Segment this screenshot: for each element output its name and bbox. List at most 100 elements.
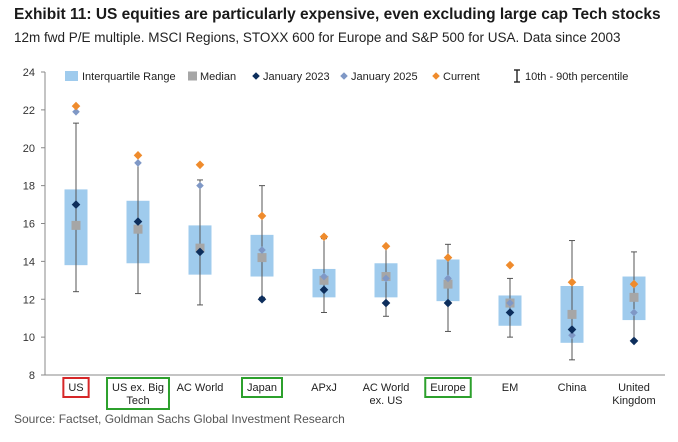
x-category-label-line: AC World <box>363 382 410 394</box>
legend-label: January 2023 <box>263 71 330 83</box>
median-marker <box>443 279 453 289</box>
jan2023-marker <box>567 325 577 334</box>
y-tick-label: 16 <box>23 219 35 231</box>
legend-swatch-jan2025 <box>340 72 348 80</box>
legend-item: January 2023 <box>252 71 330 83</box>
x-category-label-line: APxJ <box>311 382 337 394</box>
current-marker <box>505 260 515 270</box>
legend-label: 10th - 90th percentile <box>525 71 628 83</box>
category-group <box>374 241 398 317</box>
x-category-label-line: Tech <box>126 395 149 407</box>
x-label-highlight-box <box>62 377 90 398</box>
jan2023-marker <box>443 298 453 308</box>
y-tick-label: 24 <box>23 67 35 79</box>
median-marker <box>133 224 143 234</box>
jan2025-marker <box>506 299 514 307</box>
category-group <box>498 260 522 338</box>
x-category-label-line: US ex. Big <box>112 382 164 394</box>
x-category-label-line: Europe <box>430 382 465 394</box>
jan2023-marker <box>195 247 205 257</box>
jan2023-marker <box>133 217 143 226</box>
legend-item: Median <box>188 71 236 83</box>
jan2023-marker <box>71 200 81 209</box>
jan2025-marker <box>72 107 80 116</box>
legend-label: Interquartile Range <box>82 71 176 83</box>
x-category-label-line: China <box>558 382 588 394</box>
jan2025-marker <box>444 274 452 283</box>
current-marker <box>133 151 143 160</box>
category-group <box>436 243 460 332</box>
legend-swatch-median <box>188 71 197 81</box>
jan2025-marker <box>196 181 204 190</box>
category-group <box>312 232 336 314</box>
x-label-highlight-box <box>241 377 283 398</box>
current-marker <box>443 253 453 262</box>
median-marker <box>567 309 577 319</box>
current-marker <box>381 241 391 251</box>
source-note: Source: Factset, Goldman Sachs Global In… <box>14 412 345 426</box>
current-marker <box>195 160 205 170</box>
current-marker <box>629 279 639 289</box>
x-category-label: Europe <box>430 382 465 394</box>
y-tick-label: 14 <box>23 256 35 268</box>
jan2023-marker <box>381 298 391 308</box>
current-marker <box>319 232 329 242</box>
median-marker <box>257 253 267 263</box>
x-axis: US US ex. Big Tech AC World Japan APxJ AC Worl… <box>62 377 656 410</box>
legend-swatch-iqr <box>65 71 78 81</box>
jan2023-marker <box>257 294 267 304</box>
x-label-highlight-box <box>106 377 170 410</box>
jan2025-marker <box>134 159 142 167</box>
legend-swatch-jan2023 <box>252 72 260 80</box>
x-category-label: EM <box>502 382 519 394</box>
current-marker <box>257 211 267 221</box>
y-tick-label: 20 <box>23 143 35 155</box>
median-marker <box>71 220 81 230</box>
x-category-label: AC World <box>177 382 224 394</box>
legend-item: January 2025 <box>340 71 418 83</box>
jan2025-marker <box>382 274 390 283</box>
median-marker <box>629 292 639 302</box>
x-category-label-line: Kingdom <box>612 395 655 407</box>
x-category-label-line: Japan <box>247 382 277 394</box>
x-category-label: Japan <box>247 382 277 394</box>
category-group <box>188 160 212 306</box>
x-category-label: China <box>558 382 588 394</box>
x-category-label: US ex. Big Tech <box>112 382 164 407</box>
legend-item: Current <box>432 71 480 83</box>
jan2023-marker <box>629 336 639 346</box>
x-category-label: US <box>68 382 83 394</box>
chart-subtitle: 12m fwd P/E multiple. MSCI Regions, STOX… <box>14 30 621 45</box>
chart-legend: Interquartile Range Median January 2023 Jan… <box>65 69 628 83</box>
x-label-highlight-box <box>424 377 472 398</box>
y-axis: 8 10 12 14 16 18 20 22 24 <box>23 67 665 382</box>
jan2025-marker <box>320 272 328 281</box>
category-group <box>126 151 150 295</box>
x-category-label-line: AC World <box>177 382 224 394</box>
x-category-label: United Kingdom <box>612 382 655 407</box>
y-tick-label: 10 <box>23 332 35 344</box>
category-group <box>622 251 646 346</box>
x-category-label: AC World ex. US <box>363 382 410 407</box>
legend-label: Median <box>200 71 236 83</box>
category-group <box>64 101 88 293</box>
x-category-label-line: US <box>68 382 83 394</box>
jan2025-marker <box>568 331 576 340</box>
x-category-label: APxJ <box>311 382 337 394</box>
category-group <box>560 240 584 361</box>
jan2025-marker <box>630 308 638 317</box>
legend-label: Current <box>443 71 480 83</box>
legend-swatch-current <box>432 72 440 80</box>
x-category-label-line: EM <box>502 382 519 394</box>
legend-label: January 2025 <box>351 71 418 83</box>
current-marker <box>567 277 577 287</box>
y-tick-label: 8 <box>29 370 35 382</box>
y-tick-label: 22 <box>23 105 35 117</box>
y-tick-label: 18 <box>23 181 35 193</box>
pe-boxplot-chart: Interquartile Range Median January 2023 Jan… <box>23 67 665 410</box>
category-group <box>250 185 274 304</box>
jan2025-marker <box>258 246 266 254</box>
legend-item: 10th - 90th percentile <box>514 69 628 83</box>
current-marker <box>71 101 81 111</box>
jan2023-marker <box>505 308 515 317</box>
